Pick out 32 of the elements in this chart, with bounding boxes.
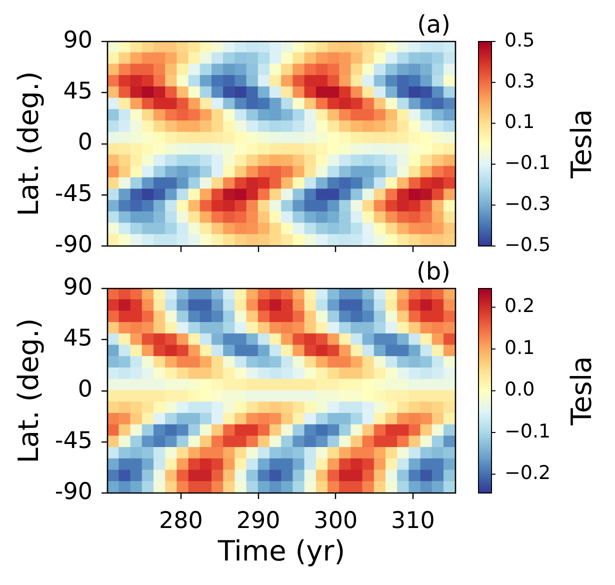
y-axis-title: Lat. (deg.) — [12, 71, 46, 216]
color-bar-label: −0.5 — [504, 234, 551, 256]
color-bar-label: −0.2 — [504, 462, 551, 484]
color-bar-label: 0.2 — [504, 295, 535, 318]
y-tick-label: 0 — [78, 130, 92, 156]
y-axis-title: Lat. (deg.) — [12, 318, 46, 464]
y-tick-label: -90 — [54, 232, 92, 258]
y-tick-label: -45 — [54, 180, 92, 207]
color-bar-label: −0.1 — [504, 152, 551, 174]
x-tick-label: 280 — [159, 508, 203, 534]
color-bar-label: −0.3 — [504, 193, 551, 216]
y-tick-label: 0 — [78, 376, 92, 403]
y-tick-label: 45 — [63, 326, 92, 352]
color-bar-label: 0.3 — [504, 70, 535, 92]
color-bar-label: 0.1 — [504, 111, 535, 134]
y-tick-label: 45 — [63, 78, 92, 105]
color-bar-label: 0.0 — [504, 378, 535, 401]
chart-title: (b) — [416, 258, 450, 286]
color-bar-title: Tesla — [564, 356, 598, 426]
y-tick-label: 90 — [63, 27, 92, 54]
color-bar-label: 0.5 — [504, 29, 535, 52]
y-tick-label: -45 — [54, 428, 92, 454]
x-axis-title: Time (yr) — [216, 534, 346, 568]
color-bar-title: Tesla — [564, 109, 598, 180]
x-tick-label: 310 — [391, 508, 435, 534]
y-tick-label: -90 — [54, 478, 92, 505]
color-bar-label: −0.1 — [504, 420, 551, 442]
x-tick-label: 290 — [236, 508, 280, 534]
chart-title: (a) — [417, 10, 450, 38]
color-bar-label: 0.1 — [504, 336, 535, 359]
y-tick-label: 90 — [63, 274, 92, 300]
x-tick-label: 300 — [314, 508, 358, 534]
